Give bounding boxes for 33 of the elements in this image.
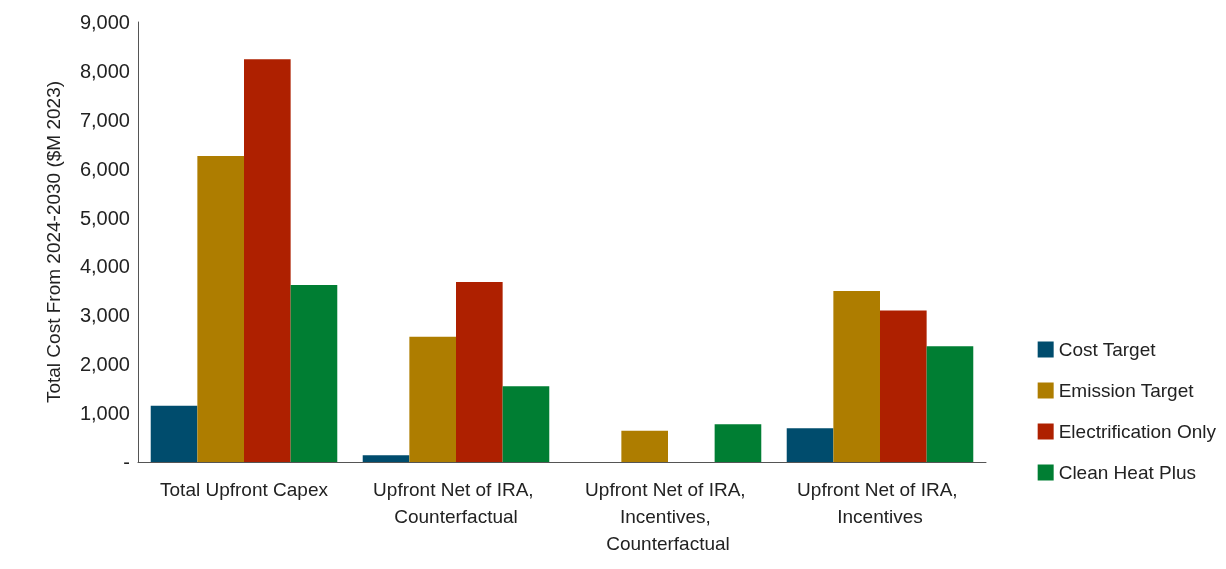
y-tick-label: 3,000 bbox=[79, 304, 130, 327]
bar bbox=[456, 282, 503, 462]
x-tick-label: Upfront Net of IRA, Incentives bbox=[797, 479, 963, 527]
legend-label: Electrification Only bbox=[1058, 421, 1217, 442]
y-tick-label: - bbox=[123, 451, 130, 473]
y-tick-label: 8,000 bbox=[79, 59, 130, 82]
bar bbox=[714, 424, 762, 462]
bar bbox=[880, 310, 927, 462]
x-tick-label: Total Upfront Capex bbox=[160, 479, 329, 500]
bar bbox=[926, 346, 974, 462]
bar bbox=[290, 285, 338, 462]
y-axis-title: Total Cost From 2024-2030 ($M 2023) bbox=[43, 80, 64, 404]
y-tick-label: 4,000 bbox=[79, 255, 130, 278]
y-tick-label: 7,000 bbox=[79, 108, 130, 131]
bar bbox=[786, 428, 834, 462]
bar bbox=[409, 336, 456, 462]
bar bbox=[833, 290, 880, 462]
y-tick-label: 2,000 bbox=[79, 353, 130, 376]
bar bbox=[150, 405, 198, 462]
bar bbox=[621, 430, 668, 462]
legend-label: Clean Heat Plus bbox=[1058, 462, 1196, 483]
bar bbox=[502, 386, 550, 462]
y-tick-label: 9,000 bbox=[79, 11, 130, 33]
x-tick-label: Upfront Net of IRA, Counterfactual bbox=[373, 479, 539, 527]
y-tick-label: 6,000 bbox=[79, 157, 130, 180]
bar bbox=[197, 155, 244, 462]
y-tick-label: 1,000 bbox=[79, 402, 130, 425]
x-tick-label: Upfront Net of IRA, Incentives, Counterfactual bbox=[585, 479, 751, 554]
legend-label: Cost Target bbox=[1058, 339, 1157, 360]
y-tick-label: 5,000 bbox=[79, 206, 130, 229]
bar bbox=[244, 59, 291, 462]
legend-label: Emission Target bbox=[1058, 380, 1195, 401]
bar bbox=[362, 455, 410, 462]
